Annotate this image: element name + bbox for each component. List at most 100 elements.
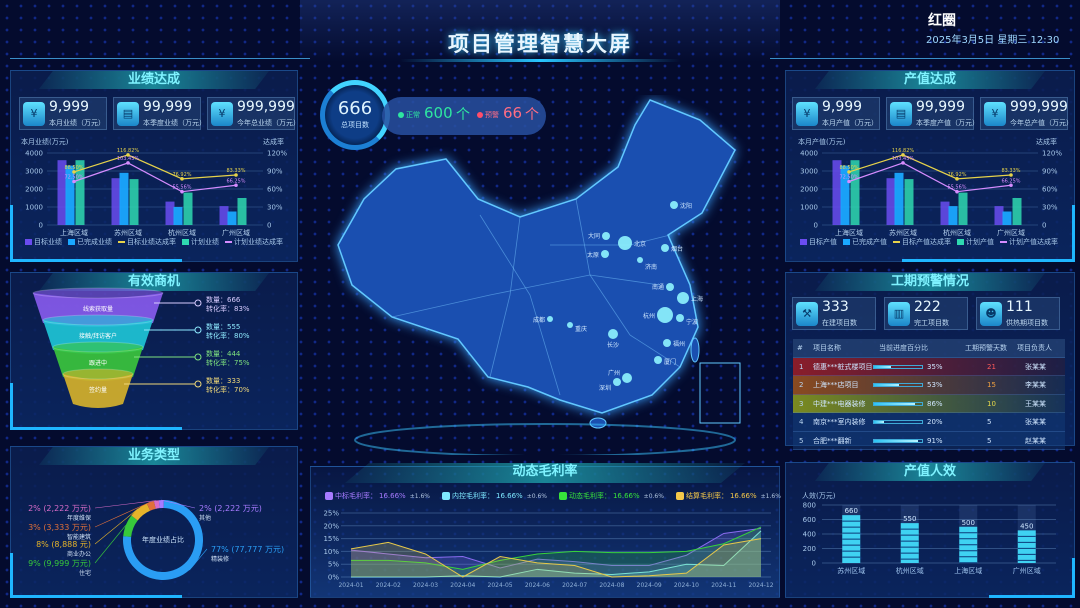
province-border xyxy=(479,214,561,396)
city-marker[interactable] xyxy=(547,316,553,322)
table-row[interactable]: 2 上海***店项目 53% 15 李某某 xyxy=(793,376,1065,395)
city-marker[interactable] xyxy=(654,356,662,364)
kpi-value: 999,999 xyxy=(1010,99,1068,115)
city-marker[interactable] xyxy=(666,283,674,291)
title-underline xyxy=(400,59,680,62)
bar-已完成业绩 xyxy=(119,172,129,225)
output-chart: 0 0 1000 30% 2000 60% 3000 90% 4000 120% 上海区域 苏州区域 杭… xyxy=(800,148,1062,237)
y-tick-label: 20% xyxy=(323,522,339,530)
y2-axis-label: 达成率 xyxy=(263,138,284,146)
x-tick-label: 2024-11 xyxy=(711,582,736,589)
leader-dot xyxy=(194,380,202,388)
slice-value: 3% (3,333 万元) xyxy=(28,523,91,532)
city-marker[interactable] xyxy=(657,307,673,323)
money-bag-icon xyxy=(558,492,567,500)
y-tick-label: 5% xyxy=(328,561,339,569)
y-tick-label: 15% xyxy=(323,535,339,543)
column-header: # xyxy=(797,344,803,352)
city-marker[interactable] xyxy=(613,378,621,386)
bar-计划业绩 xyxy=(237,198,247,225)
stage-rate: 转化率：75% xyxy=(206,358,250,367)
owner: 张某某 xyxy=(1025,362,1046,371)
x-tick-label: 广州区域 xyxy=(997,228,1025,237)
bar-目标业绩 xyxy=(219,206,229,225)
city-label: 长沙 xyxy=(607,341,619,349)
legend-swatch xyxy=(957,239,964,245)
city-marker[interactable] xyxy=(601,250,609,258)
y2-tick-label: 30% xyxy=(267,204,283,212)
progress-bar xyxy=(873,401,923,406)
y-axis-label: 本月产值(万元) xyxy=(798,138,846,146)
y-tick-label: 0 xyxy=(812,560,816,568)
stage-rate: 转化率：83% xyxy=(206,304,250,313)
city-marker[interactable] xyxy=(676,314,684,322)
business-types-panel: 业务类型 77% (77,777 万元) 精装修 9% (9,999 万元) 住宅 8%… xyxy=(10,446,298,598)
bar-已完成产值 xyxy=(948,206,958,225)
gross-margin-chart: 0% 5% 10% 15% 20% 25% 2024-01 2024-02 2024-03 202… xyxy=(323,510,773,590)
gross-margin-panel: 动态毛利率 中标毛利率： 16.66% ±1.6% 内控毛利率： 16.66% ±0.6%… xyxy=(310,463,781,598)
bar-目标业绩 xyxy=(165,201,175,225)
y-tick-label: 1000 xyxy=(800,204,818,212)
legend-item: 目标业绩达成率 xyxy=(118,238,176,246)
building-icon: ▥ xyxy=(888,302,910,326)
total-projects-value: 666 xyxy=(337,98,373,119)
legend-swatch xyxy=(843,239,850,245)
bar-已完成产值 xyxy=(1002,211,1012,225)
city-marker[interactable] xyxy=(637,257,643,263)
line-point xyxy=(955,189,959,194)
stage-count: 数量：666 xyxy=(206,295,241,304)
table-row[interactable]: 4 南京***室内装修 20% 5 张某某 xyxy=(793,413,1065,432)
city-label: 重庆 xyxy=(575,325,587,333)
city-marker[interactable] xyxy=(622,373,632,383)
bar-已完成产值 xyxy=(894,172,904,225)
x-tick-label: 广州区域 xyxy=(1013,566,1041,575)
bar-计划产值 xyxy=(850,160,860,225)
city-marker[interactable] xyxy=(670,201,678,209)
overdue-value: 66 xyxy=(503,104,523,122)
money-bag-icon: ¥ xyxy=(796,102,818,126)
funnel-rim xyxy=(42,314,154,326)
column-header: 工期预警天数 xyxy=(965,344,1007,352)
city-marker[interactable] xyxy=(567,322,573,328)
x-tick-label: 2024-12 xyxy=(748,582,773,589)
x-tick-label: 2024-07 xyxy=(562,582,587,589)
stage-rate: 转化率：70% xyxy=(206,385,250,394)
table-header: # 项目名称 当前进度百分比 工期预警天数 项目负责人 xyxy=(793,339,1065,358)
city-marker[interactable] xyxy=(677,292,689,304)
data-label: 66.25% xyxy=(226,178,245,184)
x-tick-label: 2024-01 xyxy=(338,582,363,589)
page-title: 项目管理智慧大屏 xyxy=(448,32,632,56)
column-header: 项目名称 xyxy=(813,344,841,352)
bar-目标业绩 xyxy=(111,178,121,225)
city-marker[interactable] xyxy=(602,232,610,240)
donut-slice-商业办公 xyxy=(131,503,151,521)
table-row[interactable]: 1 德惠***桩式楼项目 35% 21 张某某 xyxy=(793,357,1065,376)
indicator-delta: ±1.6% xyxy=(760,493,781,500)
bar-已完成业绩 xyxy=(173,207,183,225)
panel-title: 业绩达成 xyxy=(39,71,269,89)
kpi-value: 99,999 xyxy=(916,99,965,115)
data-label: 88.50% xyxy=(64,165,83,171)
city-label: 南通 xyxy=(652,283,664,291)
y-tick-label: 1000 xyxy=(25,204,43,212)
line-point xyxy=(901,161,905,165)
city-marker[interactable] xyxy=(661,244,669,252)
bar-已完成业绩 xyxy=(227,211,237,225)
city-label: 广州 xyxy=(608,369,620,377)
x-tick-label: 上海区域 xyxy=(60,228,88,237)
city-marker[interactable] xyxy=(608,329,618,339)
x-tick-label: 杭州区域 xyxy=(896,566,924,575)
legend-item: 计划产值 xyxy=(957,238,994,246)
slice-value: 2% (2,222 万元) xyxy=(199,504,262,513)
city-marker[interactable] xyxy=(663,339,671,347)
panel-title: 产值人效 xyxy=(815,463,1045,481)
table-row[interactable]: 3 中建***电器装修 86% 10 王某某 xyxy=(793,394,1065,413)
city-marker[interactable] xyxy=(618,236,632,250)
x-tick-label: 苏州区域 xyxy=(837,566,865,575)
city-label: 成都 xyxy=(533,316,545,324)
table-row[interactable]: 5 合肥***翻新 91% 5 赵某某 xyxy=(793,431,1065,450)
donut-slice-其他 xyxy=(158,500,164,509)
kpi-value: 222 xyxy=(914,299,941,315)
